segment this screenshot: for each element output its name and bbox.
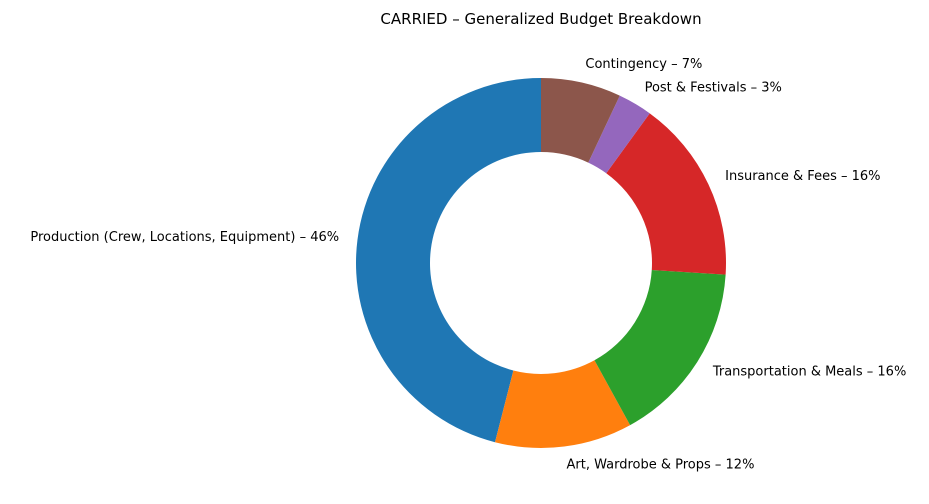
slice-label: Contingency – 7%	[585, 57, 702, 72]
donut-slice	[588, 95, 650, 174]
slice-label: Art, Wardrobe & Props – 12%	[567, 457, 755, 472]
donut-slice	[606, 113, 727, 275]
donut-slice	[355, 78, 541, 443]
donut-slice	[541, 78, 620, 163]
slice-label: Transportation & Meals – 16%	[712, 365, 907, 380]
slice-label: Production (Crew, Locations, Equipment) …	[30, 230, 339, 245]
slices-group	[355, 78, 727, 449]
donut-slice	[494, 360, 631, 449]
chart-title: CARRIED – Generalized Budget Breakdown	[380, 10, 701, 28]
labels-group: Production (Crew, Locations, Equipment) …	[30, 57, 906, 472]
slice-label: Insurance & Fees – 16%	[725, 169, 880, 184]
slice-label: Post & Festivals – 3%	[645, 80, 782, 95]
donut-slice	[594, 269, 726, 426]
